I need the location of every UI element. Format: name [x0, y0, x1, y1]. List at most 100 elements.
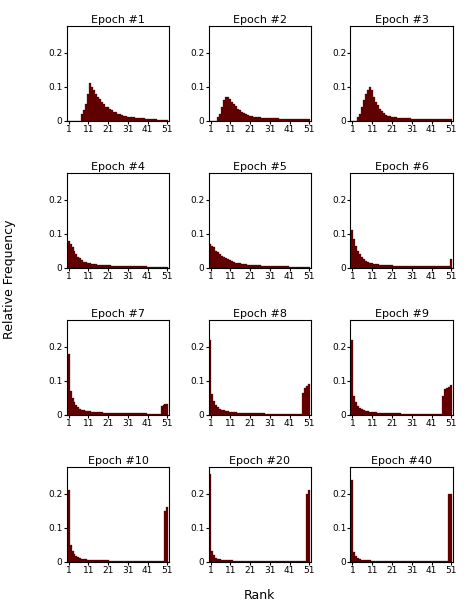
Bar	[285, 119, 287, 120]
Bar	[249, 116, 251, 120]
Bar	[87, 263, 89, 268]
Title: Epoch #2: Epoch #2	[233, 15, 287, 25]
Bar	[233, 261, 235, 268]
Bar	[247, 115, 249, 120]
Bar	[165, 511, 167, 562]
Bar	[219, 114, 221, 120]
Bar	[395, 413, 397, 415]
Bar	[369, 560, 371, 562]
Bar	[115, 266, 117, 268]
Bar	[237, 263, 239, 268]
Bar	[437, 119, 438, 120]
Bar	[89, 411, 91, 415]
Bar	[95, 560, 97, 562]
Bar	[245, 264, 247, 268]
Bar	[81, 260, 84, 268]
Bar	[213, 247, 215, 268]
Bar	[371, 412, 373, 415]
Bar	[84, 111, 85, 120]
Title: Epoch #7: Epoch #7	[91, 309, 145, 319]
Bar	[152, 119, 155, 120]
Bar	[263, 561, 265, 562]
Bar	[76, 254, 77, 268]
Bar	[283, 266, 285, 268]
Bar	[72, 398, 74, 415]
Bar	[437, 413, 438, 415]
Bar	[369, 412, 371, 415]
Bar	[373, 263, 375, 268]
Bar	[393, 413, 395, 415]
Bar	[133, 561, 135, 562]
Bar	[249, 264, 251, 268]
Bar	[99, 98, 101, 120]
Bar	[67, 491, 69, 562]
Bar	[298, 266, 301, 268]
Bar	[362, 409, 363, 415]
Bar	[219, 254, 221, 268]
Bar	[362, 257, 363, 268]
Title: Epoch #5: Epoch #5	[233, 162, 287, 172]
Bar	[371, 90, 373, 120]
Bar	[101, 102, 103, 120]
Bar	[147, 266, 149, 268]
Bar	[391, 561, 393, 562]
Bar	[107, 560, 109, 562]
Bar	[306, 386, 308, 415]
Bar	[101, 412, 103, 415]
Bar	[74, 554, 76, 562]
Bar	[72, 247, 74, 268]
Bar	[429, 413, 430, 415]
Bar	[109, 109, 111, 120]
Bar	[303, 561, 304, 562]
Bar	[155, 266, 157, 268]
Bar	[399, 413, 401, 415]
Bar	[391, 265, 393, 268]
Bar	[295, 561, 296, 562]
Bar	[447, 266, 448, 268]
Bar	[385, 413, 387, 415]
Bar	[419, 413, 421, 415]
Bar	[271, 118, 273, 120]
Bar	[237, 561, 239, 562]
Bar	[105, 107, 107, 120]
Bar	[87, 411, 89, 415]
Bar	[269, 266, 271, 268]
Bar	[401, 118, 403, 120]
Bar	[162, 405, 165, 415]
Bar	[362, 107, 363, 120]
Bar	[442, 266, 445, 268]
Bar	[210, 474, 211, 562]
Bar	[375, 102, 377, 120]
Bar	[137, 118, 139, 120]
Bar	[229, 98, 231, 120]
Bar	[247, 264, 249, 268]
Bar	[143, 561, 145, 562]
Bar	[211, 246, 213, 268]
Bar	[159, 413, 160, 415]
Bar	[125, 116, 127, 120]
Bar	[257, 117, 259, 120]
Bar	[308, 266, 311, 268]
Bar	[357, 406, 359, 415]
Bar	[421, 561, 422, 562]
Bar	[145, 266, 147, 268]
Bar	[89, 559, 91, 562]
Bar	[239, 561, 241, 562]
Bar	[103, 413, 105, 415]
Bar	[289, 413, 291, 415]
Bar	[127, 561, 129, 562]
Title: Epoch #8: Epoch #8	[233, 309, 287, 319]
Bar	[430, 561, 432, 562]
Bar	[257, 413, 259, 415]
Bar	[263, 266, 265, 268]
Bar	[277, 118, 279, 120]
Bar	[135, 117, 137, 120]
Bar	[427, 561, 429, 562]
Bar	[298, 413, 301, 415]
Bar	[99, 264, 101, 268]
Bar	[255, 561, 257, 562]
Bar	[399, 561, 401, 562]
Bar	[430, 413, 432, 415]
Bar	[417, 266, 419, 268]
Bar	[352, 480, 354, 562]
